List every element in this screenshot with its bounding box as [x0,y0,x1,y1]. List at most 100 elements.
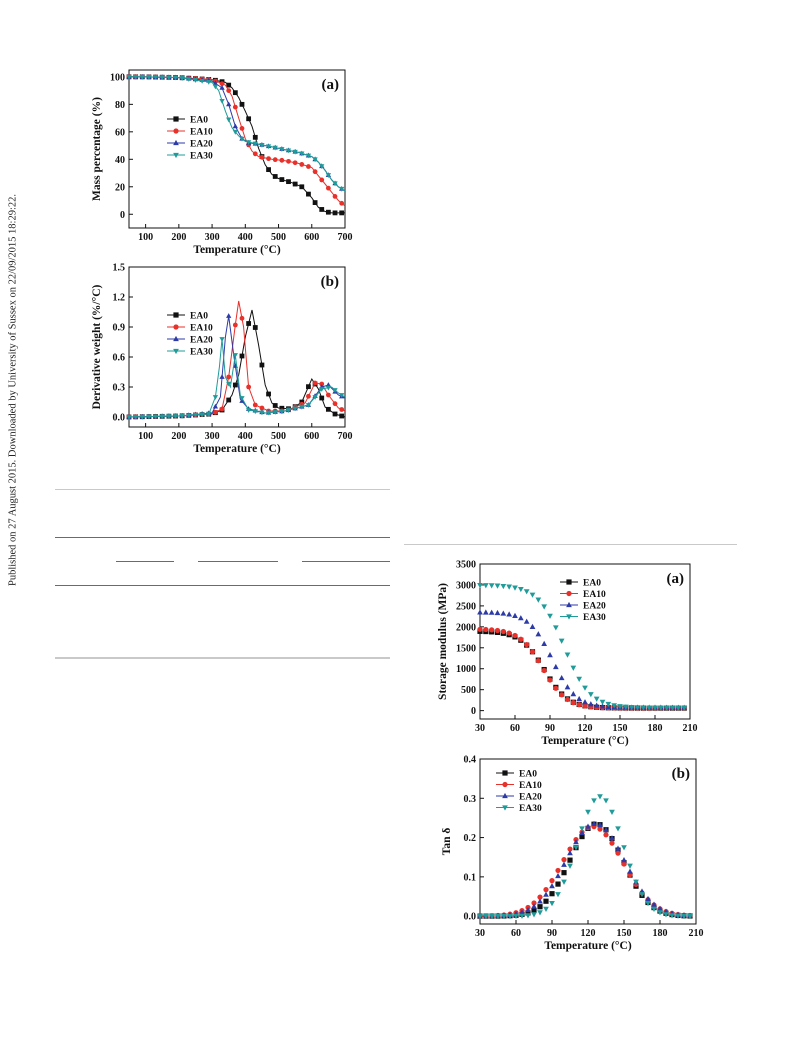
data-point [506,630,512,636]
data-point [547,613,553,619]
data-point [232,353,238,358]
data-point [593,696,600,702]
data-point [325,392,331,398]
x-tick-label: 180 [648,723,663,734]
data-point [339,210,345,216]
data-point [232,129,238,135]
series-ea0 [126,74,345,216]
data-point [483,626,489,633]
x-tick-label: 100 [138,232,153,243]
data-point [319,207,325,212]
data-point [212,395,219,400]
legend-item: EA20 [496,793,542,803]
data-point [555,867,561,874]
data-point [266,391,271,397]
y-tick-label: 1.5 [113,263,126,274]
data-point [605,701,612,708]
data-point [582,685,588,691]
data-point [537,898,543,904]
data-point [232,382,238,388]
data-point [239,315,245,321]
y-tick-label: 80 [115,100,125,111]
data-point [507,914,513,920]
y-tick-label: 1.2 [113,293,126,304]
series-ea0 [477,628,687,711]
data-point [564,684,571,690]
data-point [529,649,536,655]
x-tick-label: 90 [545,723,555,734]
data-point [206,412,212,417]
data-point [259,362,265,368]
data-point [621,857,627,863]
x-tick-label: 150 [617,928,632,939]
y-tick-label: 0.9 [113,323,126,334]
data-point [332,401,338,407]
data-point [477,583,483,589]
legend-item: EA10 [496,781,542,791]
data-point [285,148,292,154]
data-point [558,674,565,681]
data-point [332,388,338,393]
table-rule [55,537,390,538]
legend-marker [173,312,179,318]
data-point [597,821,603,828]
data-point [525,910,531,916]
y-tick-label: 0.3 [113,383,126,394]
data-point [529,592,536,598]
y-tick-label: 2000 [456,622,476,633]
y-tick-label: 1500 [456,643,476,654]
y-tick-label: 40 [115,155,125,166]
data-point [657,905,663,911]
data-point [561,870,567,876]
data-point [582,699,588,705]
x-tick-label: 30 [475,723,485,734]
data-point [570,700,576,706]
legend-label: EA0 [190,116,208,126]
figure-rule [404,544,737,545]
data-point [265,144,272,150]
series-ea10 [477,626,687,711]
y-tick-label: 0.3 [464,794,477,805]
data-point [146,414,152,420]
data-point [501,914,507,920]
x-tick-label: 100 [138,431,153,442]
data-point [585,823,591,829]
data-point [179,413,185,419]
data-point [603,798,609,804]
x-tick-label: 120 [578,723,593,734]
data-point [246,384,252,390]
legend-item: EA10 [560,590,606,600]
data-point [245,140,252,146]
legend-label: EA20 [190,336,213,346]
data-point [555,881,561,887]
data-point [645,895,651,902]
data-point [246,116,252,122]
x-tick-label: 30 [475,928,485,939]
data-point [573,839,579,845]
panel-label: (a) [667,571,685,587]
legend-label: EA20 [583,602,606,612]
data-point [139,74,145,80]
data-point [279,409,285,415]
data-point [567,846,573,852]
data-point [537,894,543,900]
data-point [543,906,549,913]
series-ea20 [477,609,688,710]
legend-label: EA0 [519,770,537,780]
y-tick-label: 0 [471,706,476,717]
data-point [259,405,265,411]
data-point [634,705,641,711]
legend-marker [566,579,572,585]
legend-item: EA10 [167,324,213,334]
data-point [576,695,583,702]
data-point [252,402,258,408]
data-point [559,692,565,698]
data-point [555,872,561,879]
legend-marker [173,324,179,330]
data-point [279,147,285,152]
data-point [591,820,597,826]
data-point [639,892,645,898]
x-axis-label: Temperature (°C) [544,940,631,952]
legend-marker [502,805,508,811]
data-point [133,74,139,80]
